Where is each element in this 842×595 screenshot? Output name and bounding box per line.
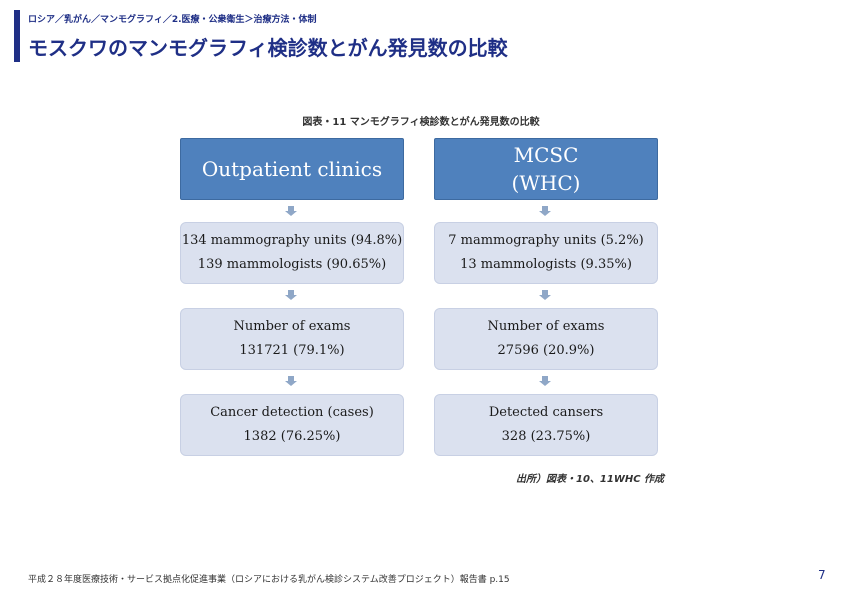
units-line: 7 mammography units (5.2%) — [448, 233, 644, 248]
title-accent-bar — [14, 10, 20, 62]
down-arrow-icon — [180, 284, 404, 308]
detection-label: Detected cansers — [488, 405, 604, 420]
page-title: モスクワのマンモグラフィ検診数とがん発見数の比較 — [28, 36, 508, 60]
column-outpatient-clinics: Outpatient clinics 134 mammography units… — [180, 138, 404, 456]
down-arrow-icon — [434, 284, 658, 308]
header-box-label: Outpatient clinics — [201, 157, 383, 181]
detection-value: 1382 (76.25%) — [243, 429, 341, 444]
breadcrumb: ロシア／乳がん／マンモグラフィ／2.医療・公衆衛生＞治療方法・体制 — [28, 15, 317, 25]
resources-box: 7 mammography units (5.2%) 13 mammologis… — [434, 222, 658, 284]
exams-box: Number of exams 27596 (20.9%) — [434, 308, 658, 370]
down-arrow-icon — [434, 370, 658, 394]
staff-line: 13 mammologists (9.35%) — [460, 257, 632, 272]
exams-value: 131721 (79.1%) — [239, 343, 345, 358]
detection-value: 328 (23.75%) — [501, 429, 591, 444]
exams-box: Number of exams 131721 (79.1%) — [180, 308, 404, 370]
down-arrow-icon — [434, 200, 658, 222]
detection-box: Cancer detection (cases) 1382 (76.25%) — [180, 394, 404, 456]
source-note: 出所）図表・10、11WHC 作成 — [516, 474, 665, 485]
header-box-sublabel: (WHC) — [511, 171, 581, 195]
staff-line: 139 mammologists (90.65%) — [197, 257, 387, 272]
header-box-mcsc-whc: MCSC (WHC) — [434, 138, 658, 200]
header-box-label: MCSC — [513, 143, 579, 167]
exams-value: 27596 (20.9%) — [497, 343, 595, 358]
down-arrow-icon — [180, 200, 404, 222]
header-box-outpatient-clinics: Outpatient clinics — [180, 138, 404, 200]
detection-box: Detected cansers 328 (23.75%) — [434, 394, 658, 456]
detection-label: Cancer detection (cases) — [210, 405, 374, 420]
units-line: 134 mammography units (94.8%) — [181, 233, 403, 248]
resources-box: 134 mammography units (94.8%) 139 mammol… — [180, 222, 404, 284]
exams-label: Number of exams — [487, 319, 605, 334]
figure-caption: 図表・11 マンモグラフィ検診数とがん発見数の比較 — [302, 117, 540, 128]
page-number: 7 — [818, 568, 826, 582]
column-mcsc-whc: MCSC (WHC) 7 mammography units (5.2%) 13… — [434, 138, 658, 456]
footer-citation: 平成２８年度医療技術・サービス拠点化促進事業（ロシアにおける乳がん検診システム改… — [28, 575, 510, 585]
down-arrow-icon — [180, 370, 404, 394]
exams-label: Number of exams — [233, 319, 351, 334]
